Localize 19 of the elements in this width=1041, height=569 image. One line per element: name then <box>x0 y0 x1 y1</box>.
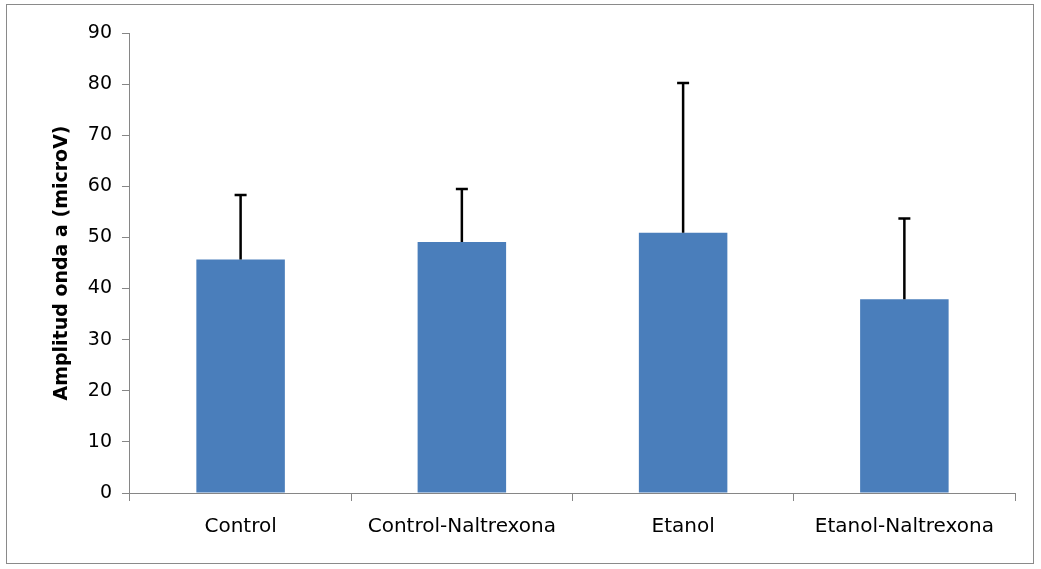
y-tick-label: 30 <box>87 326 112 349</box>
x-tick-label: Control <box>204 513 277 538</box>
bar <box>417 242 507 493</box>
y-tick-label: 90 <box>87 19 112 42</box>
bar <box>860 299 949 493</box>
y-axis-title: Amplitud onda a (microV) <box>49 125 72 401</box>
x-tick-label: Etanol-Naltrexona <box>814 513 994 538</box>
y-tick-label: 80 <box>87 71 112 94</box>
y-tick-label: 0 <box>99 479 112 502</box>
y-tick-label: 10 <box>87 428 112 451</box>
y-tick-label: 50 <box>87 224 112 247</box>
bar <box>638 232 728 493</box>
bar <box>196 259 285 493</box>
y-tick-label: 60 <box>87 173 112 196</box>
y-tick-label: 40 <box>87 275 112 298</box>
x-tick-label: Control-Naltrexona <box>367 513 556 538</box>
y-tick-label: 20 <box>87 377 112 400</box>
y-tick-label: 70 <box>87 122 112 145</box>
x-tick-label: Etanol <box>651 513 715 538</box>
